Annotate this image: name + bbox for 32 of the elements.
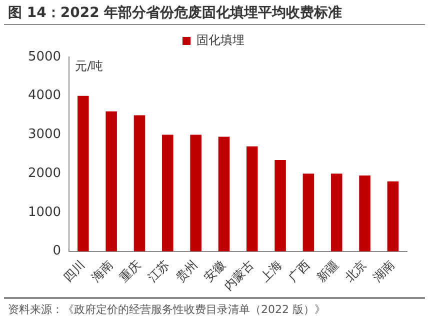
x-tick-label: 江苏 xyxy=(145,258,172,285)
bar xyxy=(134,115,146,252)
bar xyxy=(274,160,286,252)
text: 资料来源：《政府定价的经营服务性收费目录清单（2022 版）》 xyxy=(8,302,326,317)
chart-title: 图 14：2022 年部分省份危废固化填埋平均收费标准 xyxy=(4,0,425,25)
bar xyxy=(359,176,370,252)
x-tick-label: 海南 xyxy=(88,258,116,285)
x-tick-label: 北京 xyxy=(342,258,370,285)
y-tick-label: 2000 xyxy=(28,166,62,181)
x-tick-label: 新疆 xyxy=(314,258,341,285)
bar xyxy=(218,136,230,252)
y-tick-label: 1000 xyxy=(28,204,62,220)
bar xyxy=(387,181,399,252)
x-tick-label: 四川 xyxy=(60,258,88,285)
x-tick-label: 贵州 xyxy=(173,258,200,285)
bar xyxy=(106,111,117,252)
x-tick-label: 上海 xyxy=(258,258,285,285)
y-tick-label: 3000 xyxy=(28,127,62,142)
y-tick-label: 4000 xyxy=(28,88,62,104)
y-axis-title: 元/吨 xyxy=(75,59,104,74)
y-tick-label: 0 xyxy=(52,244,62,259)
x-tick-label: 湖南 xyxy=(370,258,398,285)
legend-label: 固化填埋 xyxy=(196,33,244,48)
y-tick-label: 5000 xyxy=(28,49,62,64)
bar xyxy=(302,174,314,252)
bar xyxy=(78,96,89,252)
x-tick-label: 重庆 xyxy=(116,258,144,285)
bar xyxy=(190,134,202,252)
x-tick-label: 广西 xyxy=(286,258,313,285)
bar xyxy=(162,134,174,252)
bar xyxy=(330,174,342,252)
bar xyxy=(246,146,258,252)
